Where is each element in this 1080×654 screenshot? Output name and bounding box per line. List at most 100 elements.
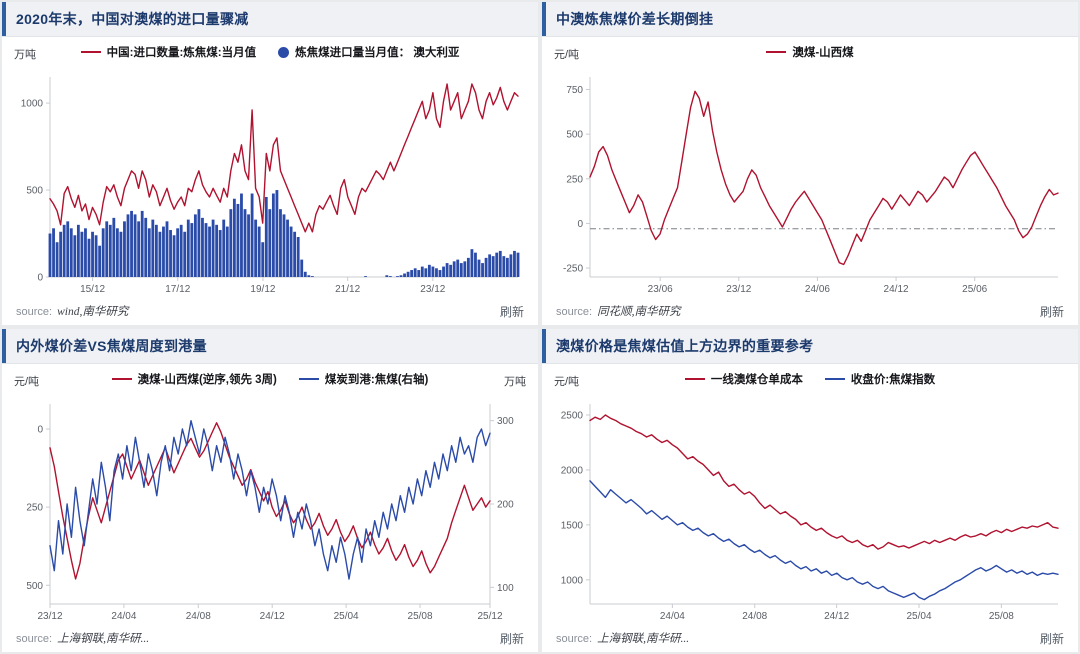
refresh-button[interactable]: 刷新 xyxy=(1039,304,1064,319)
svg-text:24/04: 24/04 xyxy=(660,611,685,622)
panel-header: 中澳炼焦煤价差长期倒挂 xyxy=(542,2,1078,37)
svg-text:500: 500 xyxy=(26,186,43,197)
svg-text:23/12: 23/12 xyxy=(37,611,62,622)
panel-title: 中澳炼焦煤价差长期倒挂 xyxy=(556,11,714,27)
legend-line-marker xyxy=(111,378,132,380)
legend-item[interactable]: 炼焦煤进口量当月值： 澳大利亚 xyxy=(278,44,459,60)
panel-au-coal-imports: 2020年末，中国对澳煤的进口量骤减 万吨 中国:进口数量:炼焦煤:当月值 炼焦煤… xyxy=(2,2,538,325)
refresh-button[interactable]: 刷新 xyxy=(1039,631,1064,646)
panel-footer: source: wind,南华研究 刷新 xyxy=(6,297,534,325)
svg-text:2500: 2500 xyxy=(561,410,584,421)
svg-text:200: 200 xyxy=(497,500,514,511)
svg-text:300: 300 xyxy=(497,416,514,427)
panel-title: 澳煤价格是焦煤估值上方边界的重要参考 xyxy=(556,338,814,354)
legend-label: 煤炭到港:焦煤(右轴) xyxy=(324,374,429,386)
svg-text:0: 0 xyxy=(577,219,583,230)
panel-footer: source: 上海钢联,南华研... 刷新 xyxy=(6,624,534,652)
chart-canvas: 1000 1500 2000 2500 24/04 24/08 24/12 25/04 25/0… xyxy=(561,404,1059,622)
axis-unit-left: 万吨 xyxy=(14,49,36,61)
svg-text:24/12: 24/12 xyxy=(260,611,285,622)
source: source: 上海钢联,南华研... xyxy=(16,630,149,646)
legend-label: 中国:进口数量:炼焦煤:当月值 xyxy=(106,47,257,59)
axis-unit-left: 元/吨 xyxy=(14,376,40,388)
panel-body: 万吨 中国:进口数量:炼焦煤:当月值 炼焦煤进口量当月值： 澳大利亚 0 500 10… xyxy=(2,37,538,325)
legend-label: 澳煤-山西煤 xyxy=(792,47,854,59)
svg-text:25/04: 25/04 xyxy=(906,611,931,622)
svg-text:17/12: 17/12 xyxy=(165,284,190,295)
svg-text:15/12: 15/12 xyxy=(80,284,105,295)
source: source: 同花顺,南华研究 xyxy=(556,303,680,319)
source-name: 上海钢联,南华研... xyxy=(57,633,150,645)
source-name: 上海钢联,南华研... xyxy=(597,633,690,645)
panel-body: 元/吨 澳煤-山西煤(逆序,领先 3周) 煤炭到港:焦煤(右轴) 万吨 0 250 5… xyxy=(2,364,538,652)
legend-label: 炼焦煤进口量当月值： 澳大利亚 xyxy=(295,47,460,59)
panel-spread-vs-arrivals: 内外煤价差VS焦煤周度到港量 元/吨 澳煤-山西煤(逆序,领先 3周) 煤炭到港:… xyxy=(2,329,538,652)
legend: 一线澳煤仓单成本 收盘价:焦煤指数 xyxy=(684,371,936,387)
svg-text:21/12: 21/12 xyxy=(335,284,360,295)
legend-label: 澳煤-山西煤(逆序,领先 3周) xyxy=(137,374,277,386)
source: source: 上海钢联,南华研... xyxy=(556,630,689,646)
legend-label: 收盘价:焦煤指数 xyxy=(850,374,936,386)
svg-text:0: 0 xyxy=(37,273,43,284)
legend-item[interactable]: 澳煤-山西煤 xyxy=(766,44,854,60)
svg-text:25/04: 25/04 xyxy=(334,611,359,622)
legend-line-marker xyxy=(766,51,787,53)
source-name: wind,南华研究 xyxy=(57,306,129,318)
svg-text:24/12: 24/12 xyxy=(884,284,909,295)
legend-label: 一线澳煤仓单成本 xyxy=(710,374,803,386)
svg-text:24/08: 24/08 xyxy=(742,611,767,622)
panel-header: 澳煤价格是焦煤估值上方边界的重要参考 xyxy=(542,329,1078,364)
svg-text:25/08: 25/08 xyxy=(989,611,1014,622)
legend-line-marker xyxy=(298,378,319,380)
source-name: 同花顺,南华研究 xyxy=(597,306,681,318)
source: source: wind,南华研究 xyxy=(16,303,128,319)
legend-item[interactable]: 煤炭到港:焦煤(右轴) xyxy=(298,371,429,387)
title-accent-bar xyxy=(542,2,546,36)
legend: 澳煤-山西煤(逆序,领先 3周) 煤炭到港:焦煤(右轴) xyxy=(111,371,429,387)
legend: 澳煤-山西煤 xyxy=(766,44,854,60)
svg-text:25/06: 25/06 xyxy=(962,284,987,295)
chart-canvas: 0 500 1000 15/12 17/12 19/12 21/12 23/12 xyxy=(21,77,520,295)
svg-text:2000: 2000 xyxy=(561,465,584,476)
svg-text:23/12: 23/12 xyxy=(726,284,751,295)
svg-text:1000: 1000 xyxy=(561,575,584,586)
panel-footer: source: 同花顺,南华研究 刷新 xyxy=(546,297,1074,325)
refresh-button[interactable]: 刷新 xyxy=(499,631,524,646)
legend-line-marker xyxy=(824,378,845,380)
chart-top-row: 元/吨 澳煤-山西煤(逆序,领先 3周) 煤炭到港:焦煤(右轴) 万吨 xyxy=(6,364,534,394)
chart-canvas: 0 250 500 100 200 300 23/12 24/04 24/08 24/12 25/0… xyxy=(26,404,514,622)
svg-text:500: 500 xyxy=(26,581,43,592)
panel-body: 元/吨 一线澳煤仓单成本 收盘价:焦煤指数 1000 1500 2000 2500 24/… xyxy=(542,364,1078,652)
legend-dot-marker xyxy=(278,46,290,58)
panel-au-price-reference: 澳煤价格是焦煤估值上方边界的重要参考 元/吨 一线澳煤仓单成本 收盘价:焦煤指数 … xyxy=(542,329,1078,652)
chart-top-row: 元/吨 澳煤-山西煤 xyxy=(546,37,1074,67)
title-accent-bar xyxy=(2,2,6,36)
title-accent-bar xyxy=(542,329,546,363)
legend-item[interactable]: 澳煤-山西煤(逆序,领先 3周) xyxy=(111,371,277,387)
source-label: source: xyxy=(556,633,593,645)
svg-text:24/12: 24/12 xyxy=(824,611,849,622)
svg-text:24/08: 24/08 xyxy=(186,611,211,622)
legend-item[interactable]: 中国:进口数量:炼焦煤:当月值 xyxy=(80,44,257,60)
panel-body: 元/吨 澳煤-山西煤 -250 0 250 500 750 23/06 23/12 24/06… xyxy=(542,37,1078,325)
svg-text:25/12: 25/12 xyxy=(477,611,502,622)
legend-line-marker xyxy=(684,378,705,380)
axis-unit-right: 万吨 xyxy=(504,376,526,388)
panel-title: 内外煤价差VS焦煤周度到港量 xyxy=(16,338,207,354)
legend-line-marker xyxy=(80,51,101,53)
svg-text:19/12: 19/12 xyxy=(250,284,275,295)
panel-title: 2020年末，中国对澳煤的进口量骤减 xyxy=(16,11,249,27)
panel-price-spread: 中澳炼焦煤价差长期倒挂 元/吨 澳煤-山西煤 -250 0 250 500 750 23/… xyxy=(542,2,1078,325)
source-label: source: xyxy=(556,306,593,318)
svg-text:250: 250 xyxy=(566,174,583,185)
svg-text:23/06: 23/06 xyxy=(648,284,673,295)
panel-header: 内外煤价差VS焦煤周度到港量 xyxy=(2,329,538,364)
legend-item[interactable]: 收盘价:焦煤指数 xyxy=(824,371,936,387)
svg-text:0: 0 xyxy=(37,425,43,436)
chart-top-row: 元/吨 一线澳煤仓单成本 收盘价:焦煤指数 xyxy=(546,364,1074,394)
legend-item[interactable]: 一线澳煤仓单成本 xyxy=(684,371,803,387)
refresh-button[interactable]: 刷新 xyxy=(499,304,524,319)
legend: 中国:进口数量:炼焦煤:当月值 炼焦煤进口量当月值： 澳大利亚 xyxy=(80,44,459,60)
svg-text:100: 100 xyxy=(497,583,514,594)
